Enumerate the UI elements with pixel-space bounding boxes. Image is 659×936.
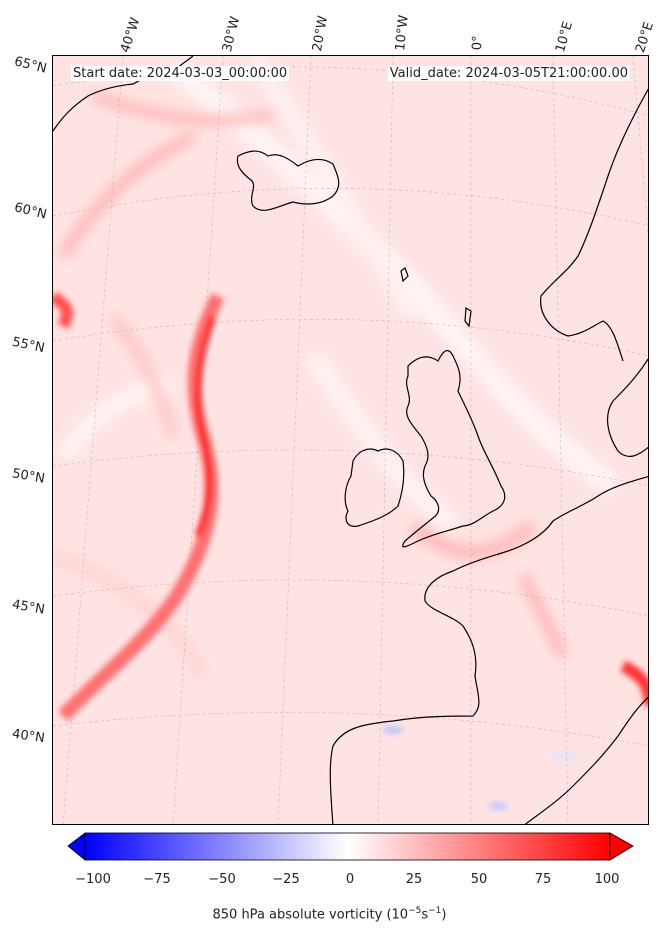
vorticity-band-strong — [53, 291, 648, 721]
coast-sweden-denmark — [606, 358, 648, 458]
lon-label-40w: 40°W — [118, 15, 144, 55]
colorbar-low-extend — [67, 832, 86, 861]
coast-iberia-med — [524, 696, 648, 824]
lon-label-0: 0° — [470, 35, 486, 51]
colorbar-label-exp2: −1 — [428, 906, 442, 916]
colorbar-tick: −75 — [143, 872, 171, 887]
lon-label-20e: 20°E — [633, 20, 657, 55]
colorbar-label-main: 850 hPa absolute vorticity (10 — [212, 907, 409, 923]
colorbar-tick: 0 — [345, 872, 355, 887]
colorbar-label-close: ) — [441, 907, 447, 923]
start-date-label: Start date: 2024-03-03_00:00:00 — [71, 66, 290, 81]
colorbar-tick: −25 — [272, 872, 300, 887]
coast-shetland — [464, 306, 472, 328]
colorbar-tick: −100 — [75, 872, 111, 887]
lat-label-65n: 65°N — [12, 54, 49, 77]
colorbar-label: 850 hPa absolute vorticity (10−5s−1) — [0, 906, 659, 922]
valid-date-label: Valid_date: 2024-03-05T21:00:00.00 — [387, 66, 630, 81]
map-canvas — [53, 56, 648, 824]
colorbar-label-unit: s — [421, 907, 429, 923]
colorbar-tick: 50 — [470, 872, 488, 887]
colorbar-tick: 100 — [594, 872, 620, 887]
colorbar-tick: 25 — [405, 872, 423, 887]
colorbar-gradient — [84, 832, 611, 861]
lon-label-20w: 20°W — [310, 14, 332, 53]
colorbar-tick: 75 — [534, 872, 552, 887]
coast-faroe — [400, 267, 409, 283]
coast-great-britain — [402, 349, 506, 548]
lat-label-45n: 45°N — [10, 597, 46, 618]
vorticity-streaks-light — [53, 56, 620, 680]
lat-label-40n: 40°N — [11, 726, 46, 747]
lat-label-60n: 60°N — [12, 200, 49, 223]
lon-label-30w: 30°W — [220, 15, 244, 54]
coast-norway — [540, 88, 648, 362]
lat-label-50n: 50°N — [10, 466, 46, 487]
coast-continent — [329, 475, 648, 824]
colorbar-high-extend — [609, 832, 634, 861]
lon-label-10w: 10°W — [393, 14, 412, 52]
vorticity-map: Start date: 2024-03-03_00:00:00 Valid_da… — [52, 55, 649, 825]
coast-ireland — [344, 448, 405, 527]
lon-label-10e: 10°E — [553, 19, 577, 55]
coast-iceland — [236, 150, 340, 211]
coastlines — [53, 56, 648, 824]
colorbar-label-exp1: −5 — [408, 906, 422, 916]
coast-greenland — [53, 56, 194, 132]
negative-vorticity-patches — [383, 726, 577, 810]
colorbar-tick: −50 — [208, 872, 236, 887]
lat-label-55n: 55°N — [10, 334, 46, 357]
